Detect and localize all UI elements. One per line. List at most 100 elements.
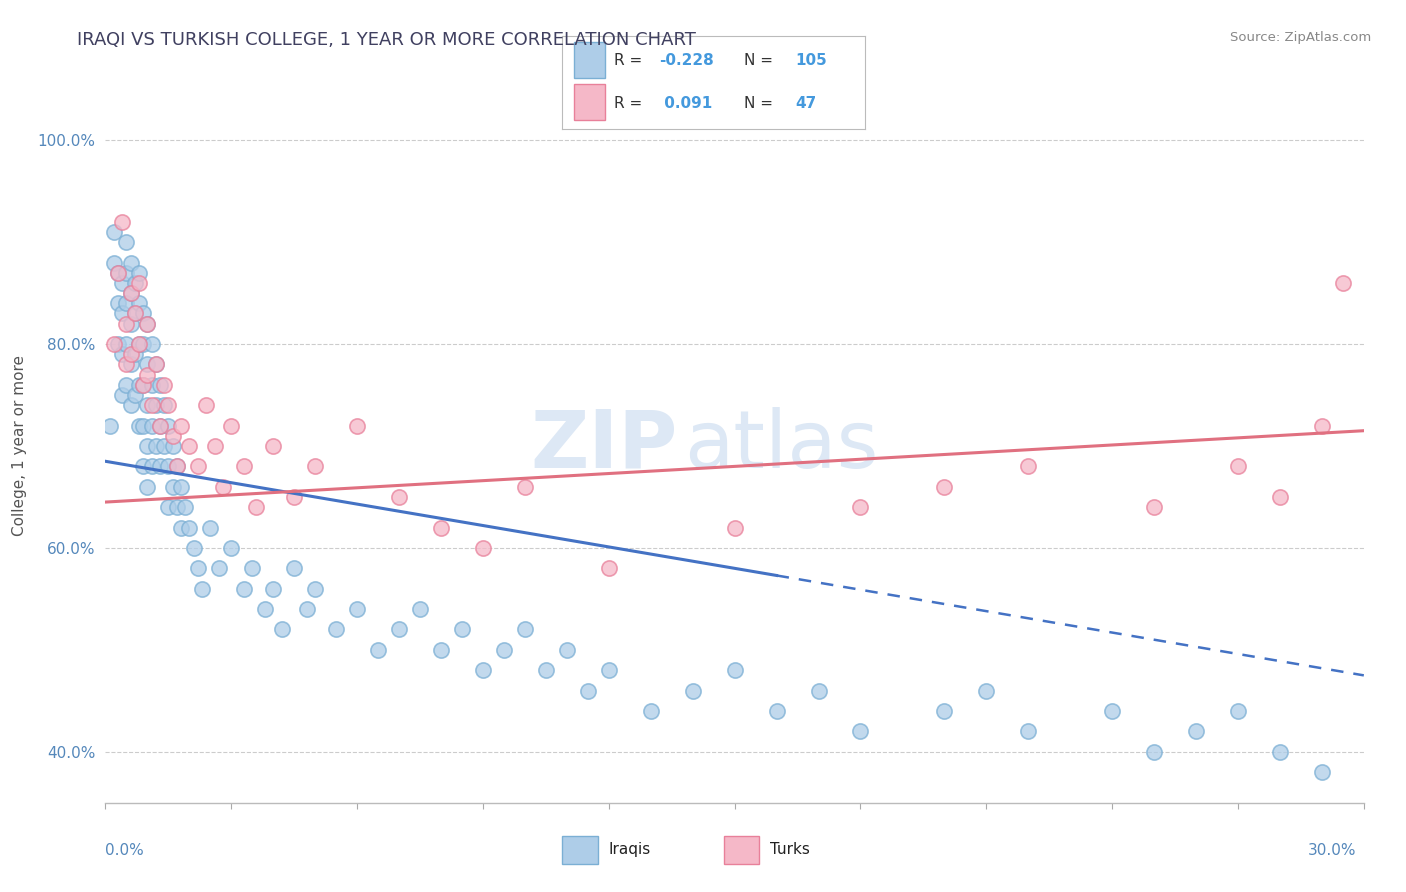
Text: ZIP: ZIP <box>530 407 678 485</box>
Point <box>128 337 150 351</box>
Point <box>132 337 155 351</box>
Point <box>723 520 745 534</box>
Point <box>103 255 125 269</box>
Point <box>219 541 242 555</box>
Point <box>219 418 242 433</box>
Point <box>149 459 172 474</box>
Point <box>145 398 167 412</box>
Point <box>115 266 138 280</box>
Point <box>162 439 184 453</box>
Point <box>149 418 172 433</box>
Text: Iraqis: Iraqis <box>609 842 651 857</box>
Point <box>304 459 326 474</box>
Point <box>1185 724 1208 739</box>
Point <box>153 439 176 453</box>
Point <box>162 429 184 443</box>
Point <box>166 459 188 474</box>
Point <box>232 582 254 596</box>
Text: 47: 47 <box>796 95 817 111</box>
Point <box>98 418 121 433</box>
Point <box>157 500 180 515</box>
Point <box>162 480 184 494</box>
Point <box>187 561 209 575</box>
Point <box>124 306 146 320</box>
Point <box>179 520 201 534</box>
Point <box>124 276 146 290</box>
Point <box>640 704 662 718</box>
Point <box>128 418 150 433</box>
Point <box>115 377 138 392</box>
Point <box>149 377 172 392</box>
Point <box>262 439 284 453</box>
Point <box>183 541 205 555</box>
Point <box>304 582 326 596</box>
Point <box>471 663 495 677</box>
Point <box>179 439 201 453</box>
Point <box>346 418 368 433</box>
Point <box>136 439 159 453</box>
Point <box>240 561 263 575</box>
Point <box>212 480 235 494</box>
Point <box>388 623 411 637</box>
Text: N =: N = <box>744 95 778 111</box>
Point <box>153 398 176 412</box>
Text: 105: 105 <box>796 53 827 68</box>
Y-axis label: College, 1 year or more: College, 1 year or more <box>11 356 27 536</box>
Point <box>145 358 167 372</box>
Text: R =: R = <box>614 95 647 111</box>
Text: R =: R = <box>614 53 647 68</box>
Point <box>346 602 368 616</box>
Point <box>1310 418 1333 433</box>
Point <box>136 368 159 382</box>
Point <box>170 520 193 534</box>
Point <box>270 623 292 637</box>
Point <box>166 500 188 515</box>
Point <box>103 225 125 239</box>
Text: 0.0%: 0.0% <box>105 843 145 858</box>
Point <box>128 337 150 351</box>
Point <box>120 286 142 301</box>
Point <box>195 398 218 412</box>
Point <box>141 377 163 392</box>
Point <box>124 347 146 361</box>
Point <box>120 255 142 269</box>
Point <box>262 582 284 596</box>
Text: Turks: Turks <box>770 842 810 857</box>
Point <box>204 439 226 453</box>
Point <box>149 418 172 433</box>
Text: Source: ZipAtlas.com: Source: ZipAtlas.com <box>1230 31 1371 45</box>
Point <box>107 266 129 280</box>
Point <box>132 377 155 392</box>
Point <box>208 561 231 575</box>
Point <box>145 358 167 372</box>
Point <box>111 306 134 320</box>
Point <box>200 520 222 534</box>
Point <box>103 337 125 351</box>
Text: 30.0%: 30.0% <box>1309 843 1357 858</box>
Point <box>124 306 146 320</box>
Point <box>170 418 193 433</box>
Point <box>157 418 180 433</box>
Point <box>157 459 180 474</box>
Point <box>576 683 599 698</box>
Point <box>115 296 138 310</box>
Point <box>132 418 155 433</box>
Point <box>325 623 347 637</box>
Point <box>141 337 163 351</box>
Point <box>1268 745 1291 759</box>
Point <box>765 704 787 718</box>
Point <box>934 480 956 494</box>
Point <box>132 459 155 474</box>
Bar <box>562 836 598 863</box>
Point <box>1017 724 1039 739</box>
Point <box>534 663 557 677</box>
Point <box>111 388 134 402</box>
Point <box>166 459 188 474</box>
Text: IRAQI VS TURKISH COLLEGE, 1 YEAR OR MORE CORRELATION CHART: IRAQI VS TURKISH COLLEGE, 1 YEAR OR MORE… <box>77 31 696 49</box>
Point <box>1227 459 1250 474</box>
Point <box>451 623 474 637</box>
Point <box>849 500 872 515</box>
Point <box>128 276 150 290</box>
Point <box>191 582 214 596</box>
Point <box>598 663 620 677</box>
